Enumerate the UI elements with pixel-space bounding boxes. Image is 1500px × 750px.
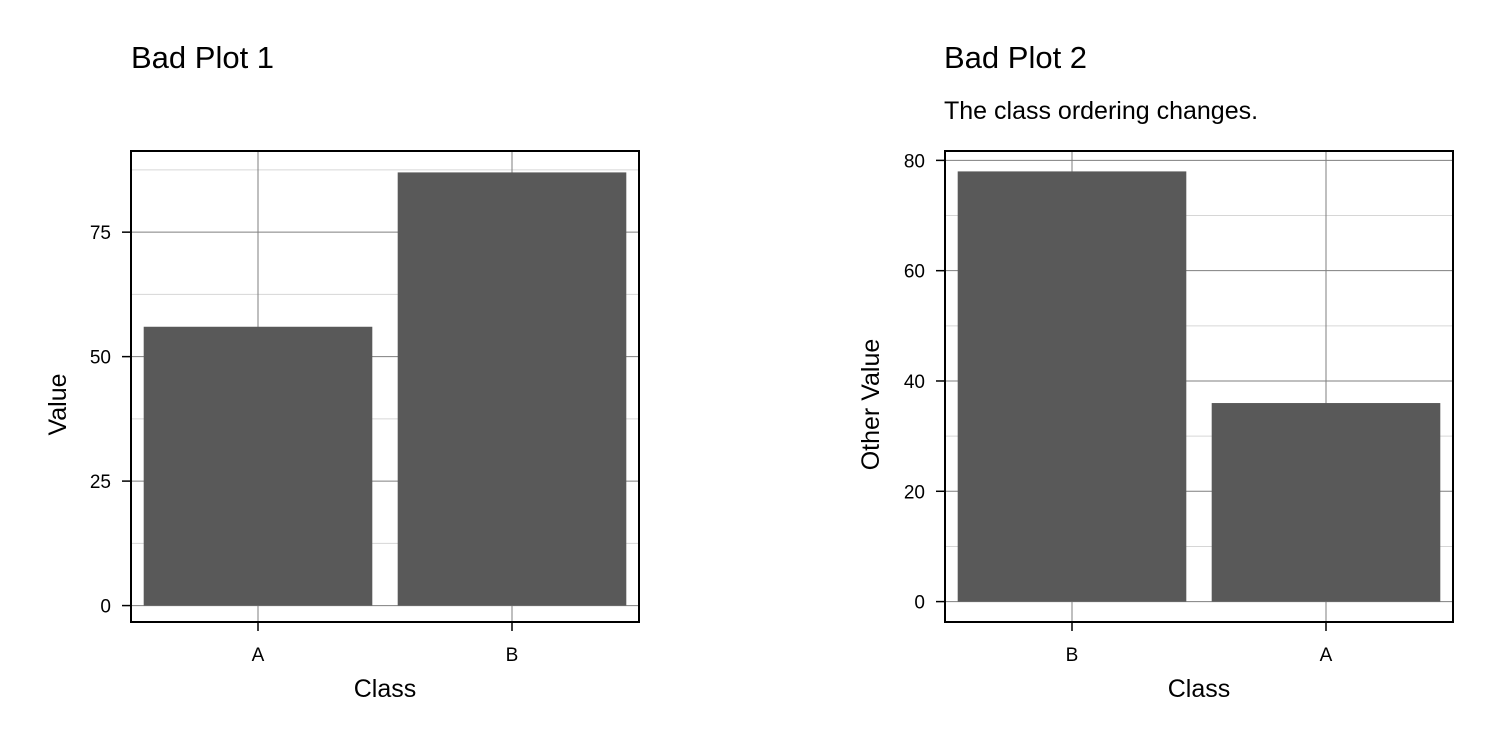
bar-A xyxy=(1211,403,1441,602)
x-tick-label: B xyxy=(1066,645,1079,666)
x-tick-label: A xyxy=(1320,645,1333,666)
x-tick-label: A xyxy=(252,645,265,666)
chart-2-subtitle: The class ordering changes. xyxy=(944,97,1259,125)
panel-border xyxy=(130,150,640,623)
chart-2-title: Bad Plot 2 xyxy=(944,40,1088,75)
bar-B xyxy=(957,171,1187,602)
y-tick-label: 0 xyxy=(914,593,925,614)
y-tick-label: 80 xyxy=(904,151,925,172)
y-tick-label: 40 xyxy=(904,372,925,393)
x-axis-title: Class xyxy=(1168,675,1231,703)
y-tick-label: 20 xyxy=(904,482,925,503)
y-tick-label: 60 xyxy=(904,262,925,283)
x-axis-title: Class xyxy=(354,675,417,703)
y-tick-label: 75 xyxy=(90,223,111,244)
x-tick-label: B xyxy=(506,645,519,666)
chart-2: 0 20 40 60 80 B A Class Other Value xyxy=(857,150,1454,703)
panel-border xyxy=(944,150,1454,623)
y-axis-title: Other Value xyxy=(857,339,885,471)
bar-B xyxy=(397,172,627,606)
y-tick-label: 25 xyxy=(90,472,111,493)
bar-A xyxy=(143,326,373,606)
y-tick-label: 50 xyxy=(90,348,111,369)
chart-1-title: Bad Plot 1 xyxy=(131,40,275,75)
y-tick-label: 0 xyxy=(100,597,111,618)
y-axis-title: Value xyxy=(44,373,72,435)
chart-1: 0 25 50 75 A B Class Value xyxy=(44,150,640,703)
